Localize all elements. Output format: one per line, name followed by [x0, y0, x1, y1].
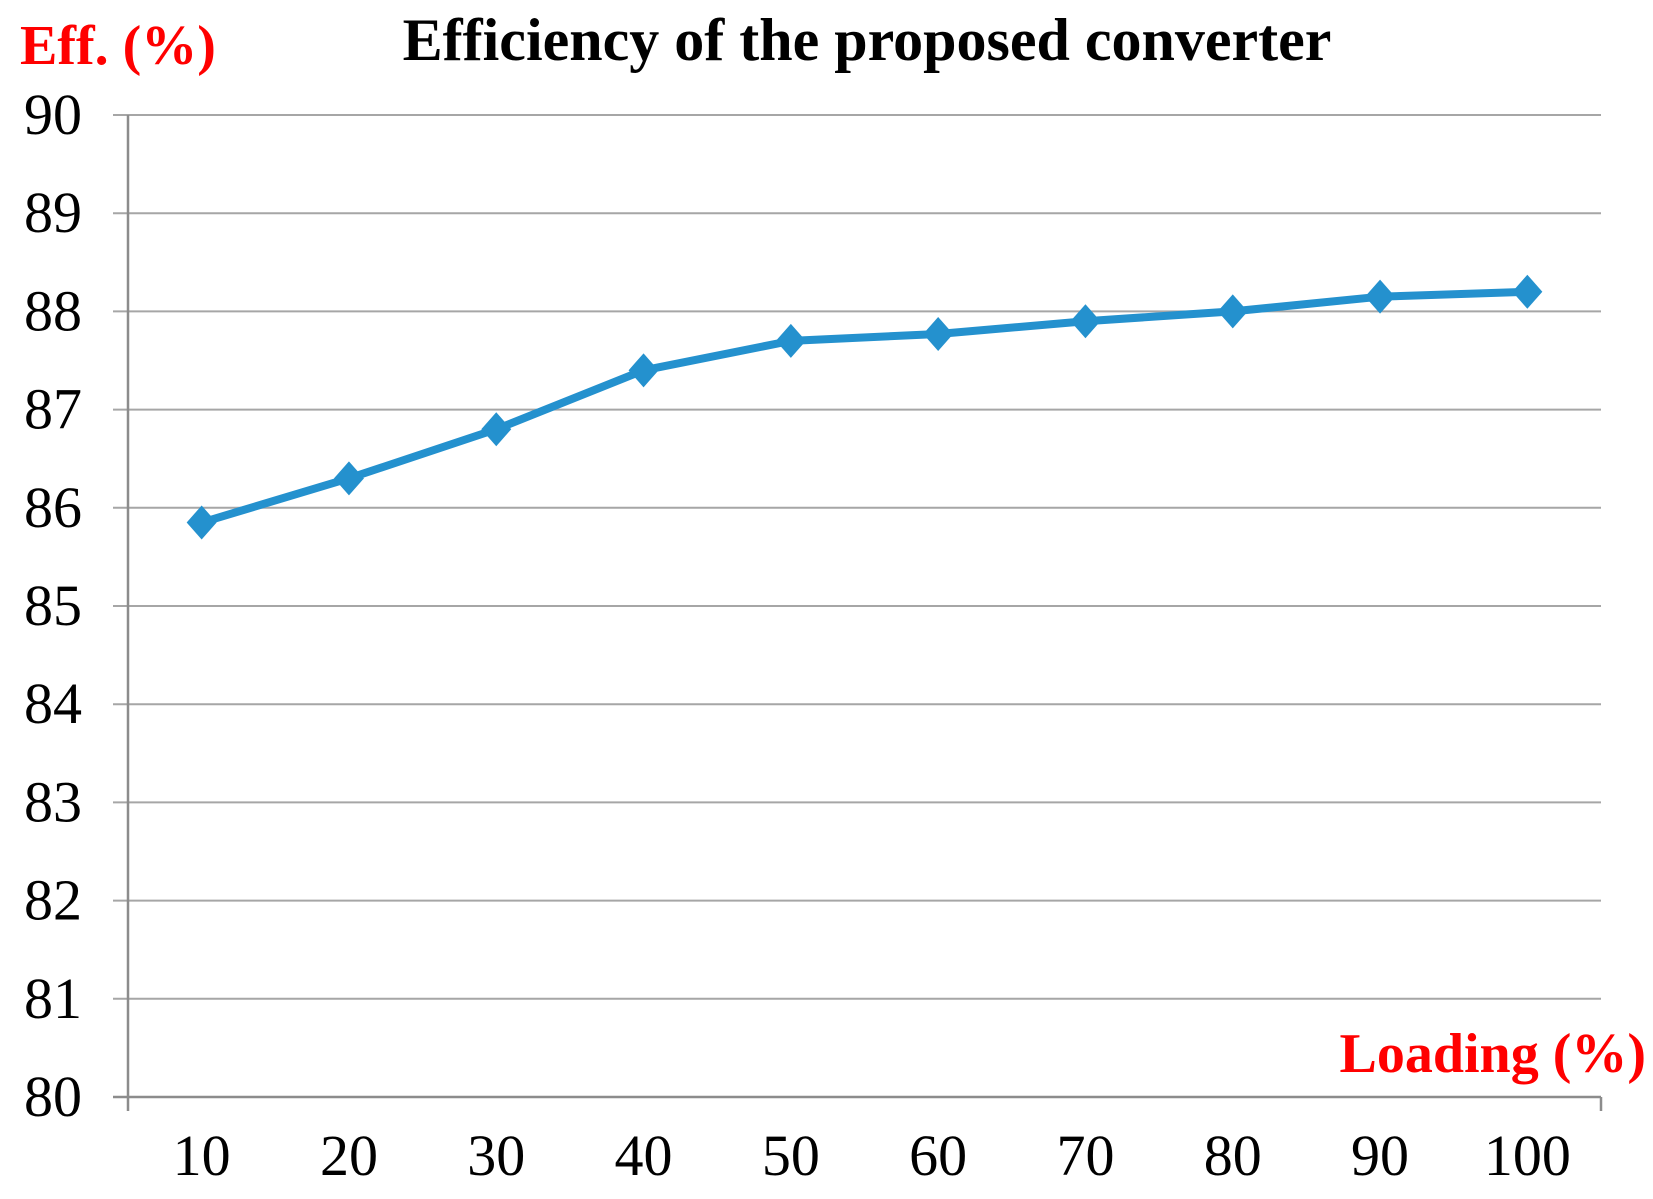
y-axis-tick-label-83: 83 — [24, 769, 82, 834]
x-axis-tick-label-10: 10 — [173, 1123, 231, 1188]
x-axis-tick-label-70: 70 — [1056, 1123, 1114, 1188]
x-axis-tick-label-80: 80 — [1204, 1123, 1262, 1188]
x-axis-tick-label-30: 30 — [467, 1123, 525, 1188]
y-axis-tick-label-85: 85 — [24, 573, 82, 638]
y-axis-tick-label-84: 84 — [24, 671, 82, 736]
x-axis-title: Loading (%) — [1339, 1023, 1647, 1085]
x-axis-tick-label-60: 60 — [909, 1123, 967, 1188]
y-axis-tick-label-87: 87 — [24, 377, 82, 442]
chart-title: Efficiency of the proposed converter — [402, 7, 1332, 73]
x-axis-tick-label-40: 40 — [615, 1123, 673, 1188]
data-point-marker-50 — [775, 323, 806, 358]
y-axis-tick-label-80: 80 — [24, 1064, 82, 1129]
y-axis-tick-label-90: 90 — [24, 82, 82, 147]
x-axis-tick-label-20: 20 — [320, 1123, 378, 1188]
x-axis-tick-label-90: 90 — [1351, 1123, 1409, 1188]
data-point-marker-60 — [923, 316, 954, 351]
data-point-marker-80 — [1217, 294, 1248, 329]
y-axis-tick-label-89: 89 — [24, 180, 82, 245]
data-point-marker-70 — [1070, 304, 1101, 339]
y-axis-tick-label-86: 86 — [24, 475, 82, 540]
x-axis-tick-label-50: 50 — [762, 1123, 820, 1188]
y-axis-tick-label-88: 88 — [24, 278, 82, 343]
data-point-marker-30 — [481, 412, 512, 447]
data-point-marker-40 — [628, 353, 659, 388]
data-point-marker-100 — [1512, 274, 1543, 309]
y-axis-title: Eff. (%) — [20, 15, 216, 77]
x-axis-tick-label-100: 100 — [1484, 1123, 1571, 1188]
y-axis-tick-label-81: 81 — [24, 966, 82, 1031]
data-point-marker-10 — [186, 505, 217, 540]
series-line-efficiency — [197, 287, 1532, 527]
y-axis-tick-label-82: 82 — [24, 868, 82, 933]
data-point-marker-20 — [333, 461, 364, 496]
data-point-marker-90 — [1365, 279, 1396, 314]
